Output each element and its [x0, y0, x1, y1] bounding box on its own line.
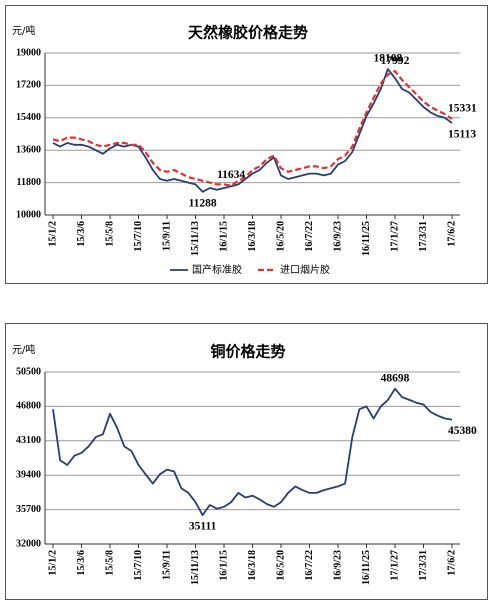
x-tick-label: 16/5/20 [275, 221, 286, 252]
x-tick-label: 16/9/23 [332, 221, 343, 252]
x-tick-label: 15/7/10 [133, 550, 144, 581]
x-tick-label: 15/9/11 [161, 550, 172, 580]
y-tick-label: 17200 [16, 80, 41, 91]
x-tick-label: 17/3/31 [418, 550, 429, 581]
data-label: 15113 [448, 129, 476, 141]
series-line [52, 387, 453, 516]
y-tick-label: 10000 [16, 209, 41, 220]
x-tick-label: 16/1/15 [218, 550, 229, 581]
x-tick-label: 15/5/8 [104, 550, 115, 576]
x-tick-label: 16/3/18 [247, 221, 258, 252]
x-tick-label: 15/5/8 [104, 221, 115, 247]
x-tick-label: 16/3/18 [247, 550, 258, 581]
data-label: 11634 [217, 169, 245, 181]
x-tick-label: 16/11/25 [361, 221, 372, 256]
chart-frame [5, 5, 488, 284]
y-tick-label: 46800 [16, 401, 41, 412]
x-tick-label: 16/7/22 [304, 221, 315, 252]
y-axis-label: 元/吨 [12, 343, 35, 356]
x-tick-label: 15/11/13 [190, 550, 201, 585]
y-axis-label: 元/吨 [12, 24, 35, 37]
x-tick-label: 17/1/27 [389, 550, 400, 581]
y-tick-label: 35700 [16, 504, 41, 515]
x-tick-label: 15/9/11 [161, 221, 172, 251]
y-tick-label: 19000 [16, 47, 41, 58]
x-tick-label: 16/1/15 [218, 221, 229, 252]
y-tick-label: 43100 [16, 435, 41, 446]
x-tick-label: 17/6/2 [446, 550, 457, 576]
x-tick-label: 15/11/13 [190, 221, 201, 256]
x-tick-label: 17/1/27 [389, 221, 400, 252]
x-tick-label: 15/3/6 [76, 550, 87, 576]
x-tick-label: 17/6/2 [446, 221, 457, 247]
y-tick-label: 13600 [16, 144, 41, 155]
data-label: 48698 [381, 372, 410, 384]
data-label: 18108 [374, 53, 403, 65]
x-tick-label: 16/7/22 [304, 550, 315, 581]
x-tick-label: 15/1/2 [47, 550, 58, 576]
chart-title: 天然橡胶价格走势 [188, 24, 308, 42]
y-tick-label: 50500 [16, 366, 41, 377]
legend-label: 国产标准胶 [192, 263, 242, 276]
data-label: 11288 [189, 197, 217, 209]
x-tick-label: 17/3/31 [418, 221, 429, 252]
x-tick-label: 16/5/20 [275, 550, 286, 581]
y-tick-label: 39400 [16, 469, 41, 480]
x-tick-label: 16/11/25 [361, 550, 372, 585]
chart-title: 铜价格走势 [210, 343, 285, 361]
x-tick-label: 15/3/6 [76, 221, 87, 247]
y-tick-label: 11800 [17, 177, 41, 188]
y-tick-label: 32000 [16, 538, 41, 549]
chart-frame [5, 323, 488, 600]
data-label: 35111 [189, 521, 217, 533]
x-tick-label: 15/7/10 [133, 221, 144, 252]
x-tick-label: 15/1/2 [47, 221, 58, 247]
y-tick-label: 15400 [16, 112, 41, 123]
data-label: 45380 [448, 425, 477, 437]
legend-label: 进口烟片胶 [280, 263, 330, 276]
data-label: 17992 [381, 55, 410, 67]
series-line [52, 68, 453, 193]
x-tick-label: 16/9/23 [332, 550, 343, 581]
data-label: 15331 [448, 103, 477, 115]
series-line [52, 70, 453, 187]
